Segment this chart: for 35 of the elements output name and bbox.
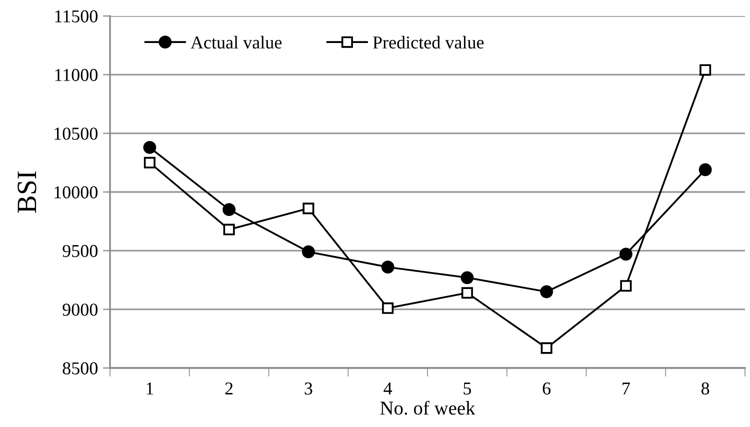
point <box>460 271 474 284</box>
x-tick-label: 1 <box>146 382 154 394</box>
y-axis-title: BSI <box>18 171 36 213</box>
legend-label: Predicted value <box>372 36 484 49</box>
x-tick-label: 7 <box>622 382 630 394</box>
point <box>700 64 712 76</box>
x-axis-title: No. of week <box>380 400 476 415</box>
y-tick-label: 10500 <box>54 128 98 140</box>
x-tick-label: 2 <box>225 382 233 394</box>
point <box>461 287 473 299</box>
point <box>540 285 554 298</box>
point <box>302 245 315 258</box>
point <box>540 342 552 354</box>
y-tick-label: 11500 <box>55 10 98 22</box>
point <box>698 163 712 176</box>
x-tick-label: 5 <box>464 382 471 395</box>
x-tick-label: 6 <box>542 382 551 395</box>
x-tick-label: 4 <box>384 382 392 394</box>
legend-label: Actual value <box>190 36 282 49</box>
y-tick-label: 8500 <box>62 362 98 374</box>
x-tick-label: 8 <box>701 382 710 395</box>
point <box>222 203 236 216</box>
point <box>143 140 156 154</box>
point <box>619 248 632 261</box>
point <box>223 224 235 236</box>
y-tick-label: 11000 <box>55 68 98 82</box>
point <box>382 302 394 314</box>
y-tick-label: 9000 <box>62 304 98 316</box>
x-tick-label: 3 <box>304 382 312 395</box>
y-tick-label: 9500 <box>62 244 98 258</box>
point <box>620 280 632 292</box>
point <box>302 202 314 214</box>
point <box>381 260 394 274</box>
y-tick-label: 10000 <box>54 186 98 198</box>
point <box>144 156 156 168</box>
